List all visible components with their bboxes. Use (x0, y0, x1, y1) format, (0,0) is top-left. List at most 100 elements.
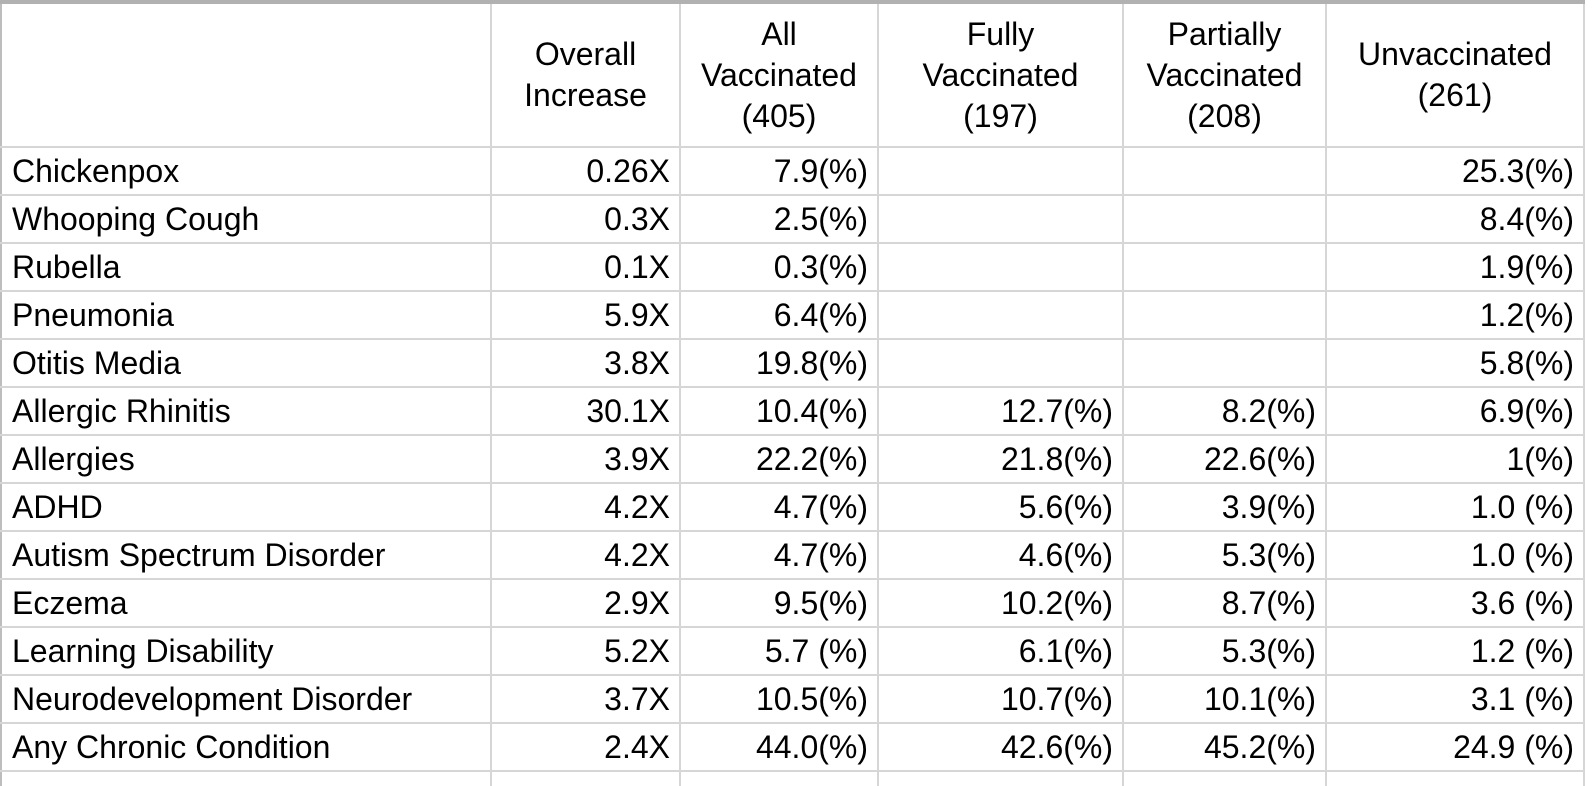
cell-partially-vaccinated[interactable]: 22.6(%) (1122, 434, 1327, 484)
cell-all-vaccinated[interactable]: 10.5(%) (679, 674, 879, 724)
cell-all-vaccinated[interactable]: 5.7 (%) (679, 626, 879, 676)
cell-unvaccinated[interactable]: 5.8(%) (1325, 338, 1585, 388)
cell-partially-vaccinated[interactable]: 8.2(%) (1122, 386, 1327, 436)
cell-unvaccinated[interactable]: 6.9(%) (1325, 386, 1585, 436)
cell-overall-increase[interactable]: 3.8X (490, 338, 681, 388)
cell-partially-vaccinated[interactable] (1122, 338, 1327, 388)
cell-unvaccinated[interactable]: 1.0 (%) (1325, 530, 1585, 580)
cell-overall-increase[interactable]: 2.9X (490, 578, 681, 628)
cell-unvaccinated[interactable]: 3.1 (%) (1325, 674, 1585, 724)
cell-fully-vaccinated[interactable]: 21.8(%) (877, 434, 1124, 484)
row-label-cell[interactable]: Allergic Rhinitis (0, 386, 492, 436)
row-label-cell[interactable]: Chickenpox (0, 146, 492, 196)
cell-unvaccinated[interactable]: 3.6 (%) (1325, 578, 1585, 628)
cell-partially-vaccinated[interactable]: 3.9(%) (1122, 482, 1327, 532)
row-label-cell[interactable]: Any Chronic Condition (0, 722, 492, 772)
cell-partially-vaccinated[interactable]: 8.7(%) (1122, 578, 1327, 628)
row-label-cell[interactable]: ADHD (0, 482, 492, 532)
cell-fully-vaccinated[interactable] (877, 338, 1124, 388)
cell-all-vaccinated[interactable]: 4.7(%) (679, 530, 879, 580)
empty-cell[interactable] (1122, 770, 1327, 786)
corner-header-cell[interactable] (0, 0, 492, 148)
cell-all-vaccinated[interactable]: 7.9(%) (679, 146, 879, 196)
cell-fully-vaccinated[interactable]: 6.1(%) (877, 626, 1124, 676)
cell-overall-increase[interactable]: 0.26X (490, 146, 681, 196)
header-row: Overall Increase All Vaccinated (405) Fu… (0, 0, 1585, 148)
cell-unvaccinated[interactable]: 1.9(%) (1325, 242, 1585, 292)
cell-all-vaccinated[interactable]: 19.8(%) (679, 338, 879, 388)
cell-overall-increase[interactable]: 5.2X (490, 626, 681, 676)
cell-fully-vaccinated[interactable]: 4.6(%) (877, 530, 1124, 580)
empty-cell[interactable] (877, 770, 1124, 786)
table-row: Allergic Rhinitis 30.1X 10.4(%) 12.7(%) 8.2(… (0, 386, 1585, 436)
cell-all-vaccinated[interactable]: 4.7(%) (679, 482, 879, 532)
cell-fully-vaccinated[interactable] (877, 242, 1124, 292)
row-label-cell[interactable]: Eczema (0, 578, 492, 628)
cell-partially-vaccinated[interactable] (1122, 290, 1327, 340)
cell-partially-vaccinated[interactable] (1122, 146, 1327, 196)
cell-all-vaccinated[interactable]: 6.4(%) (679, 290, 879, 340)
cell-fully-vaccinated[interactable] (877, 290, 1124, 340)
column-header-partially-vaccinated[interactable]: Partially Vaccinated (208) (1122, 0, 1327, 148)
cell-overall-increase[interactable]: 30.1X (490, 386, 681, 436)
row-label-cell[interactable]: Whooping Cough (0, 194, 492, 244)
cell-all-vaccinated[interactable]: 44.0(%) (679, 722, 879, 772)
cell-unvaccinated[interactable]: 8.4(%) (1325, 194, 1585, 244)
table-row: Neurodevelopment Disorder 3.7X 10.5(%) 10.7… (0, 674, 1585, 724)
cell-partially-vaccinated[interactable]: 5.3(%) (1122, 530, 1327, 580)
cell-all-vaccinated[interactable]: 0.3(%) (679, 242, 879, 292)
empty-cell[interactable] (679, 770, 879, 786)
cell-all-vaccinated[interactable]: 2.5(%) (679, 194, 879, 244)
table-row: Chickenpox 0.26X 7.9(%) 25.3(%) (0, 146, 1585, 196)
cell-fully-vaccinated[interactable]: 12.7(%) (877, 386, 1124, 436)
table-row: Learning Disability 5.2X 5.7 (%) 6.1(%) 5.3(… (0, 626, 1585, 676)
empty-cell[interactable] (0, 770, 492, 786)
empty-cell[interactable] (1325, 770, 1585, 786)
column-header-unvaccinated[interactable]: Unvaccinated (261) (1325, 0, 1585, 148)
cell-all-vaccinated[interactable]: 22.2(%) (679, 434, 879, 484)
table-row: Rubella 0.1X 0.3(%) 1.9(%) (0, 242, 1585, 292)
table-row: Pneumonia 5.9X 6.4(%) 1.2(%) (0, 290, 1585, 340)
cell-unvaccinated[interactable]: 1.0 (%) (1325, 482, 1585, 532)
cell-fully-vaccinated[interactable]: 10.2(%) (877, 578, 1124, 628)
column-header-all-vaccinated[interactable]: All Vaccinated (405) (679, 0, 879, 148)
cell-overall-increase[interactable]: 4.2X (490, 530, 681, 580)
table-row: Otitis Media 3.8X 19.8(%) 5.8(%) (0, 338, 1585, 388)
cell-overall-increase[interactable]: 4.2X (490, 482, 681, 532)
cell-fully-vaccinated[interactable] (877, 194, 1124, 244)
cell-partially-vaccinated[interactable] (1122, 194, 1327, 244)
table-row: Allergies 3.9X 22.2(%) 21.8(%) 22.6(%) 1(%) (0, 434, 1585, 484)
cell-overall-increase[interactable]: 0.1X (490, 242, 681, 292)
cell-overall-increase[interactable]: 2.4X (490, 722, 681, 772)
cell-overall-increase[interactable]: 5.9X (490, 290, 681, 340)
row-label-cell[interactable]: Neurodevelopment Disorder (0, 674, 492, 724)
row-label-cell[interactable]: Autism Spectrum Disorder (0, 530, 492, 580)
cell-overall-increase[interactable]: 3.7X (490, 674, 681, 724)
cell-all-vaccinated[interactable]: 9.5(%) (679, 578, 879, 628)
row-label-cell[interactable]: Rubella (0, 242, 492, 292)
column-header-overall-increase[interactable]: Overall Increase (490, 0, 681, 148)
cell-unvaccinated[interactable]: 1.2(%) (1325, 290, 1585, 340)
cell-overall-increase[interactable]: 0.3X (490, 194, 681, 244)
cell-all-vaccinated[interactable]: 10.4(%) (679, 386, 879, 436)
cell-unvaccinated[interactable]: 24.9 (%) (1325, 722, 1585, 772)
cell-partially-vaccinated[interactable]: 5.3(%) (1122, 626, 1327, 676)
row-label-cell[interactable]: Pneumonia (0, 290, 492, 340)
cell-partially-vaccinated[interactable] (1122, 242, 1327, 292)
row-label-cell[interactable]: Learning Disability (0, 626, 492, 676)
column-header-fully-vaccinated[interactable]: Fully Vaccinated (197) (877, 0, 1124, 148)
cell-unvaccinated[interactable]: 25.3(%) (1325, 146, 1585, 196)
cell-partially-vaccinated[interactable]: 45.2(%) (1122, 722, 1327, 772)
row-label-cell[interactable]: Otitis Media (0, 338, 492, 388)
row-label-cell[interactable]: Allergies (0, 434, 492, 484)
cell-fully-vaccinated[interactable]: 10.7(%) (877, 674, 1124, 724)
table-row: Eczema 2.9X 9.5(%) 10.2(%) 8.7(%) 3.6 (%) (0, 578, 1585, 628)
cell-unvaccinated[interactable]: 1.2 (%) (1325, 626, 1585, 676)
cell-fully-vaccinated[interactable] (877, 146, 1124, 196)
cell-fully-vaccinated[interactable]: 5.6(%) (877, 482, 1124, 532)
cell-fully-vaccinated[interactable]: 42.6(%) (877, 722, 1124, 772)
cell-partially-vaccinated[interactable]: 10.1(%) (1122, 674, 1327, 724)
cell-overall-increase[interactable]: 3.9X (490, 434, 681, 484)
cell-unvaccinated[interactable]: 1(%) (1325, 434, 1585, 484)
empty-cell[interactable] (490, 770, 681, 786)
